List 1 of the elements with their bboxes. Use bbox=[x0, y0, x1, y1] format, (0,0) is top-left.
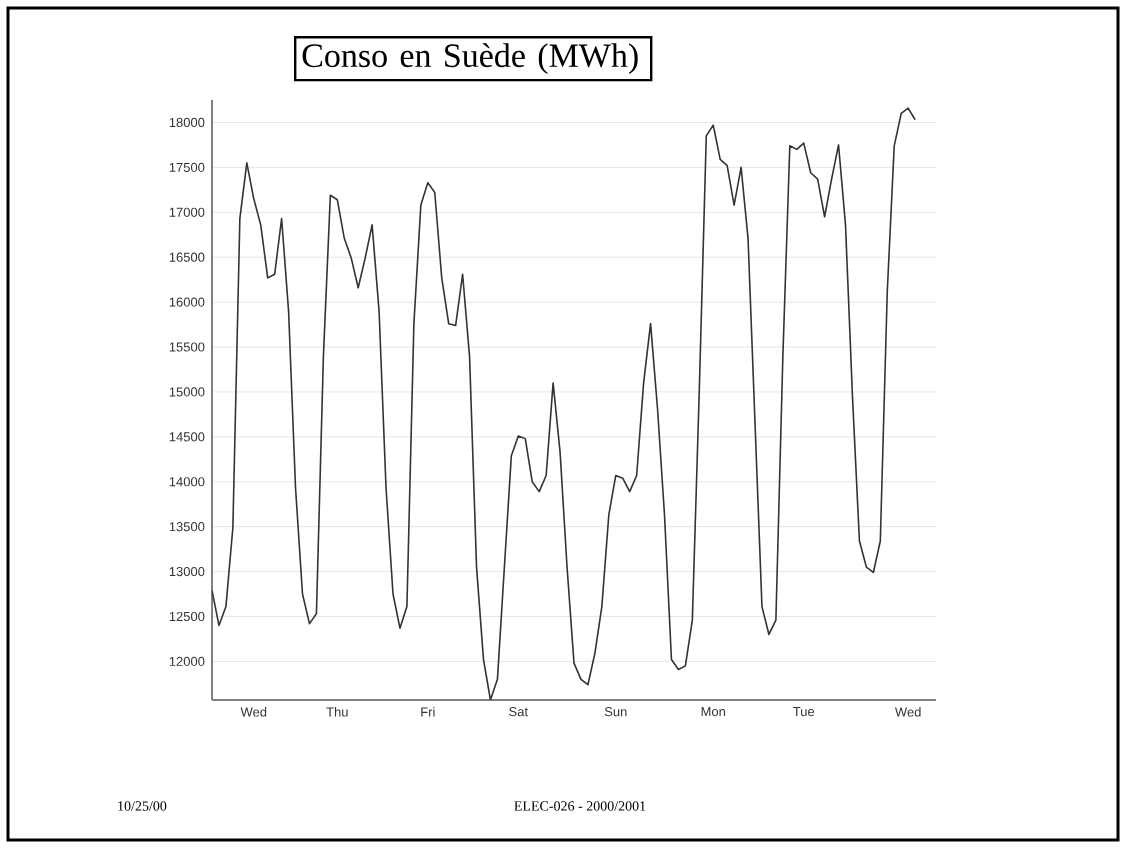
chart-title: Conso en Suède (MWh) bbox=[302, 43, 638, 75]
